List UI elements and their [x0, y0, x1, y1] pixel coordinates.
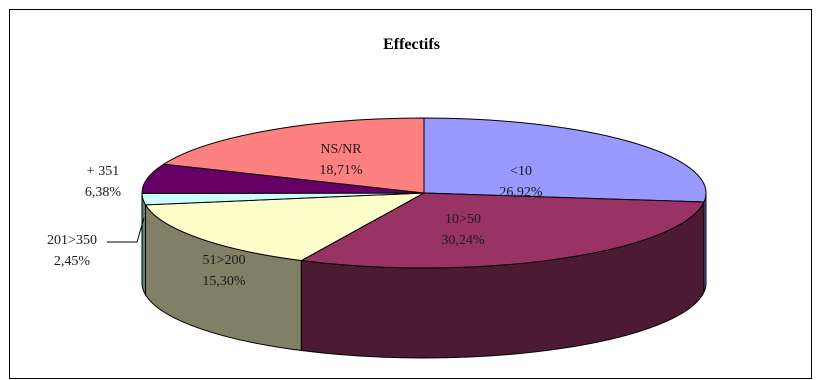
slice-label: <10 — [510, 164, 532, 179]
leader-line — [107, 217, 145, 243]
pie-top — [141, 117, 707, 269]
slice-label: 51>200 — [203, 253, 246, 268]
pie-slice-1050 — [299, 192, 705, 269]
slice-percent: 2,45% — [54, 254, 91, 269]
pie-slice-10 — [423, 117, 707, 203]
slice-percent: 18,71% — [319, 163, 363, 178]
pie-slice-351 — [141, 163, 425, 194]
slice-label: 10>50 — [445, 212, 481, 227]
pie-side-201350 — [141, 193, 147, 297]
slice-percent: 15,30% — [202, 274, 246, 289]
slice-percent: 6,38% — [85, 185, 122, 200]
pie-slice-51200 — [144, 192, 425, 262]
pie-slice-NSNR — [162, 117, 425, 194]
slice-label: NS/NR — [320, 142, 362, 157]
slice-label: + 351 — [87, 164, 119, 179]
slice-label: 201>350 — [47, 233, 97, 248]
chart-title: Effectifs — [383, 36, 440, 53]
slice-percent: 30,24% — [441, 233, 485, 248]
slice-percent: 26,92% — [499, 185, 543, 200]
